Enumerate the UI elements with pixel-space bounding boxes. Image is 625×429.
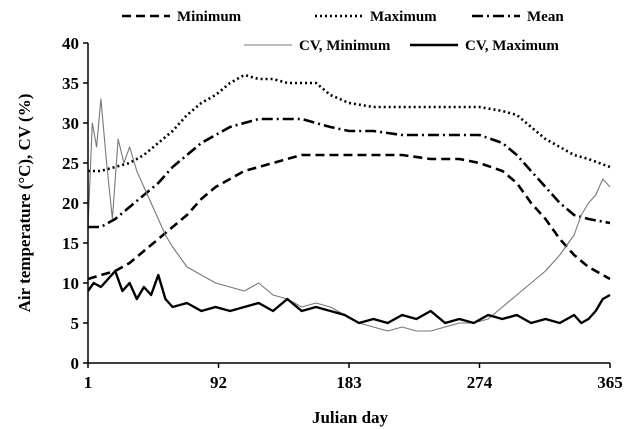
y-tick-label: 10 xyxy=(62,274,79,293)
axes: 0 5 10 15 20 25 30 35 40 1 92 183 274 365 xyxy=(62,34,623,392)
y-tick-label: 40 xyxy=(62,34,79,53)
x-tick-label: 1 xyxy=(84,373,93,392)
x-tick-label: 183 xyxy=(336,373,362,392)
series-group xyxy=(87,73,611,332)
x-tick-label: 92 xyxy=(210,373,227,392)
y-tick-label: 25 xyxy=(62,154,79,173)
y-tick-label: 20 xyxy=(62,194,79,213)
y-axis-title: Air temperature (°C), CV (%) xyxy=(15,94,34,313)
legend-label: CV, Minimum xyxy=(299,38,391,54)
legend: Minimum Maximum Mean CV, Minimum CV, Maximum xyxy=(122,9,564,54)
y-tick-label: 35 xyxy=(62,74,79,93)
legend-label: CV, Maximum xyxy=(465,38,559,54)
series-line-cv-minimum xyxy=(87,98,611,332)
legend-label: Maximum xyxy=(370,9,437,25)
y-tick-label: 30 xyxy=(62,114,79,133)
legend-label: Minimum xyxy=(177,9,242,25)
x-tick-label: 274 xyxy=(467,373,493,392)
series-line-minimum xyxy=(87,153,611,281)
series-line-mean xyxy=(88,117,611,229)
series-line-cv-maximum xyxy=(87,269,611,325)
y-tick-label: 5 xyxy=(71,314,80,333)
y-tick-label: 0 xyxy=(71,354,80,373)
x-tick-label: 365 xyxy=(597,373,623,392)
legend-label: Mean xyxy=(527,9,564,25)
y-tick-label: 15 xyxy=(62,234,79,253)
x-axis-title: Julian day xyxy=(312,408,389,427)
series-line-maximum xyxy=(88,73,611,173)
